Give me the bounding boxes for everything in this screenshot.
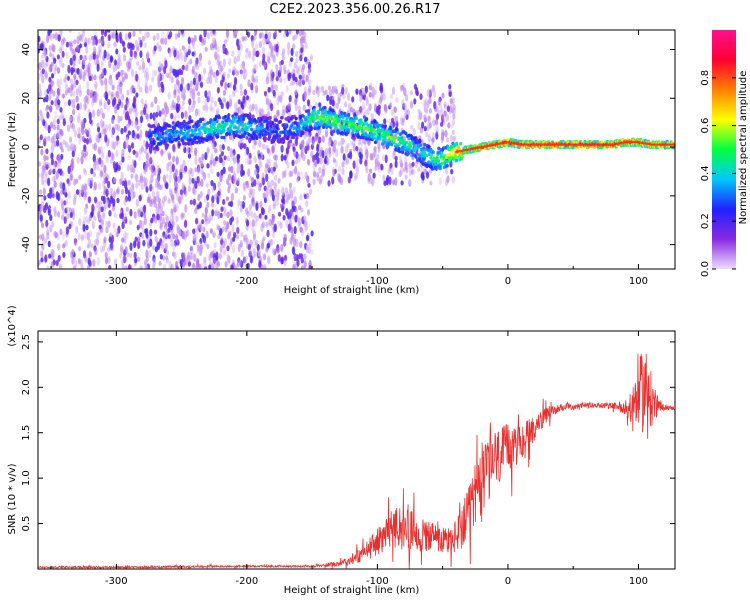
snr-frame <box>37 330 676 570</box>
snr-y-tick-label: 1.5 <box>21 425 32 441</box>
snr-panel: -300 -200 -100 0 100 0.5 1.0 1.5 2.0 2.5 Height … <box>7 305 676 596</box>
spectrogram-x-ticks: -300 -200 -100 0 100 <box>50 30 648 287</box>
spectrogram-noise <box>38 30 457 269</box>
spectrogram-frame <box>37 29 676 270</box>
colorbar-tick-label: 0.8 <box>700 70 711 86</box>
spectrogram-y-ticks: 40 20 0 -20 -40 <box>21 43 675 253</box>
spectrogram-y-axis-label: Frequency (Hz) <box>7 112 18 188</box>
snr-x-axis-label: Height of straight line (km) <box>284 585 420 596</box>
snr-x-tick-label: -100 <box>366 576 389 587</box>
spectrogram-y-tick-label: 20 <box>21 92 32 105</box>
spectrogram-x-tick-label: 100 <box>629 276 648 287</box>
snr-y-tick-label: 1.0 <box>21 470 32 486</box>
figure-title: C2E2.2023.356.00.26.R17 <box>269 2 441 17</box>
colorbar-tick-label: 0.4 <box>700 165 711 181</box>
spectrogram-x-tick-label: -300 <box>105 276 128 287</box>
snr-y-tick-label: 2.5 <box>21 334 32 350</box>
spectrogram-x-axis-label: Height of straight line (km) <box>284 285 420 296</box>
snr-y-tick-label: 0.5 <box>21 516 32 532</box>
spectrogram-plot-area <box>38 30 675 269</box>
snr-x-tick-label: -300 <box>105 576 128 587</box>
snr-y-ticks: 0.5 1.0 1.5 2.0 2.5 <box>21 334 675 532</box>
spectrogram-ridge <box>147 105 675 171</box>
colorbar-tick-label: 0.0 <box>700 261 711 277</box>
spectrogram-ridge-core <box>455 141 675 153</box>
snr-y-multiplier-label: (x10^4) <box>7 305 18 346</box>
snr-series-line <box>38 353 675 569</box>
spectrogram-panel: -300 -200 -100 0 100 40 20 0 -20 -40 Height of s… <box>7 29 676 296</box>
colorbar-label: Normalized spectral amplitude <box>738 71 749 225</box>
snr-x-ticks: -300 -200 -100 0 100 <box>50 331 648 587</box>
snr-y-tick-label: 2.0 <box>21 379 32 395</box>
snr-y-axis-label: SNR (10 * v/v) <box>7 463 18 534</box>
colorbar-ticks: 0.0 0.2 0.4 0.6 0.8 <box>700 70 736 277</box>
spectrogram-y-tick-label: -20 <box>21 188 32 204</box>
spectrogram-y-tick-label: -40 <box>21 236 32 252</box>
spectrogram-x-tick-label: -200 <box>236 276 259 287</box>
snr-x-tick-label: 0 <box>505 576 511 587</box>
spectrogram-x-tick-label: 0 <box>505 276 511 287</box>
colorbar-tick-label: 0.6 <box>700 118 711 134</box>
spectrogram-y-tick-label: 40 <box>21 43 32 56</box>
colorbar-gradient <box>712 30 736 269</box>
colorbar-tick-label: 0.2 <box>700 213 711 229</box>
spectrogram-x-tick-label: -100 <box>366 276 389 287</box>
snr-x-tick-label: 100 <box>629 576 648 587</box>
snr-x-tick-label: -200 <box>236 576 259 587</box>
spectrogram-y-tick-label: 0 <box>21 144 32 150</box>
snr-plot-area <box>38 353 675 569</box>
colorbar: 0.0 0.2 0.4 0.6 0.8 Normalized spectral ampl… <box>700 30 749 277</box>
